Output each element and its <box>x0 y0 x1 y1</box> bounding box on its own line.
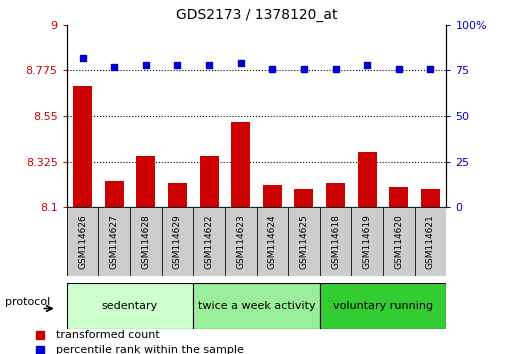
Text: GSM114618: GSM114618 <box>331 214 340 269</box>
Point <box>142 62 150 68</box>
Bar <box>389 187 408 207</box>
Bar <box>320 283 446 329</box>
Bar <box>130 207 162 276</box>
Bar <box>358 152 377 207</box>
Point <box>236 60 245 66</box>
Bar <box>193 283 320 329</box>
Bar <box>263 185 282 207</box>
Bar <box>294 189 313 207</box>
Text: GSM114626: GSM114626 <box>78 214 87 269</box>
Text: GSM114629: GSM114629 <box>173 214 182 269</box>
Text: sedentary: sedentary <box>102 301 158 311</box>
Point <box>78 55 87 61</box>
Bar <box>193 207 225 276</box>
Bar <box>415 207 446 276</box>
Bar <box>225 207 256 276</box>
Point <box>110 64 118 69</box>
Point <box>268 66 277 72</box>
Bar <box>288 207 320 276</box>
Bar <box>383 207 415 276</box>
Bar <box>162 207 193 276</box>
Bar <box>98 207 130 276</box>
Text: GSM114624: GSM114624 <box>268 214 277 269</box>
Bar <box>105 181 124 207</box>
Text: GSM114622: GSM114622 <box>205 214 213 269</box>
Bar <box>256 207 288 276</box>
Point <box>394 66 403 72</box>
Bar <box>73 86 92 207</box>
Point <box>300 66 308 72</box>
Bar <box>67 207 98 276</box>
Bar <box>231 122 250 207</box>
Bar <box>136 156 155 207</box>
Bar <box>67 283 193 329</box>
Point <box>205 62 213 68</box>
Text: GSM114621: GSM114621 <box>426 214 435 269</box>
Bar <box>351 207 383 276</box>
Text: percentile rank within the sample: percentile rank within the sample <box>55 345 244 354</box>
Text: voluntary running: voluntary running <box>333 301 433 311</box>
Text: twice a week activity: twice a week activity <box>198 301 315 311</box>
Point <box>331 66 340 72</box>
Bar <box>200 156 219 207</box>
Text: transformed count: transformed count <box>55 330 160 341</box>
Bar <box>326 183 345 207</box>
Bar <box>421 189 440 207</box>
Text: GSM114619: GSM114619 <box>363 214 372 269</box>
Point <box>426 66 435 72</box>
Bar <box>320 207 351 276</box>
Title: GDS2173 / 1378120_at: GDS2173 / 1378120_at <box>176 8 337 22</box>
Text: GSM114627: GSM114627 <box>110 214 119 269</box>
Point <box>173 62 182 68</box>
Point <box>363 62 371 68</box>
Text: GSM114625: GSM114625 <box>300 214 308 269</box>
Bar <box>168 183 187 207</box>
Text: GSM114628: GSM114628 <box>141 214 150 269</box>
Text: protocol: protocol <box>5 297 51 307</box>
Text: GSM114620: GSM114620 <box>394 214 403 269</box>
Text: GSM114623: GSM114623 <box>236 214 245 269</box>
